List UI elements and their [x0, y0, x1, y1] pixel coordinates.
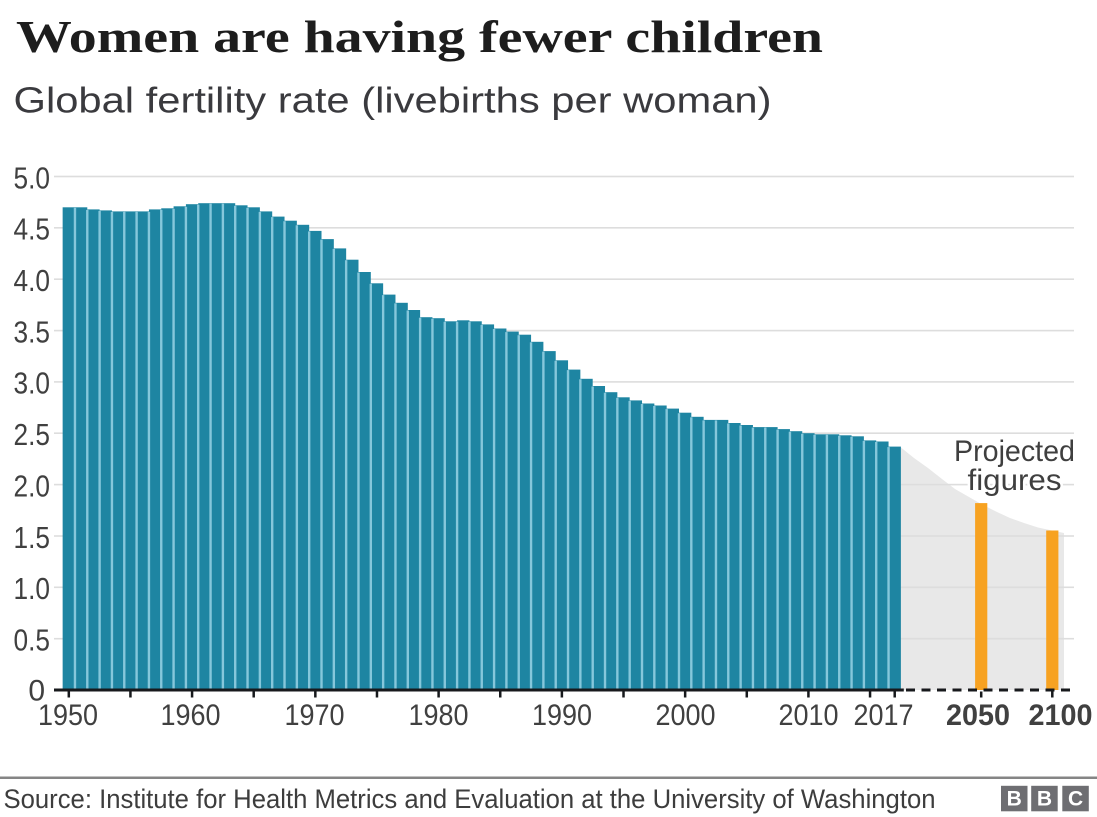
svg-text:1950: 1950	[38, 699, 98, 732]
svg-text:figures: figures	[968, 464, 1062, 497]
svg-text:5.0: 5.0	[14, 160, 51, 195]
svg-text:Projected: Projected	[954, 435, 1075, 468]
svg-text:1960: 1960	[161, 699, 221, 732]
svg-text:B: B	[1007, 788, 1022, 811]
svg-text:0.5: 0.5	[14, 622, 51, 657]
svg-text:1970: 1970	[285, 699, 345, 732]
svg-text:C: C	[1068, 788, 1083, 811]
svg-text:1980: 1980	[409, 699, 469, 732]
svg-text:2010: 2010	[779, 699, 839, 732]
svg-text:B: B	[1037, 788, 1052, 811]
svg-text:2.5: 2.5	[14, 417, 51, 452]
svg-text:2050: 2050	[946, 699, 1010, 732]
svg-text:Source: Institute for Health M: Source: Institute for Health Metrics and…	[4, 784, 936, 814]
svg-text:Women are having fewer childre: Women are having fewer children	[16, 11, 823, 62]
svg-text:0: 0	[28, 675, 45, 708]
svg-text:Global fertility rate (livebir: Global fertility rate (livebirths per wo…	[14, 80, 772, 121]
svg-text:1.0: 1.0	[14, 571, 51, 606]
svg-text:3.0: 3.0	[14, 366, 51, 401]
svg-text:2100: 2100	[1029, 699, 1093, 732]
svg-text:2017: 2017	[854, 699, 914, 732]
svg-text:1990: 1990	[532, 699, 592, 732]
svg-text:1.5: 1.5	[14, 520, 51, 555]
svg-text:2.0: 2.0	[14, 468, 51, 503]
svg-text:3.5: 3.5	[14, 314, 51, 349]
svg-text:4.0: 4.0	[14, 263, 51, 298]
svg-text:4.5: 4.5	[14, 212, 51, 247]
svg-text:2000: 2000	[656, 699, 716, 732]
